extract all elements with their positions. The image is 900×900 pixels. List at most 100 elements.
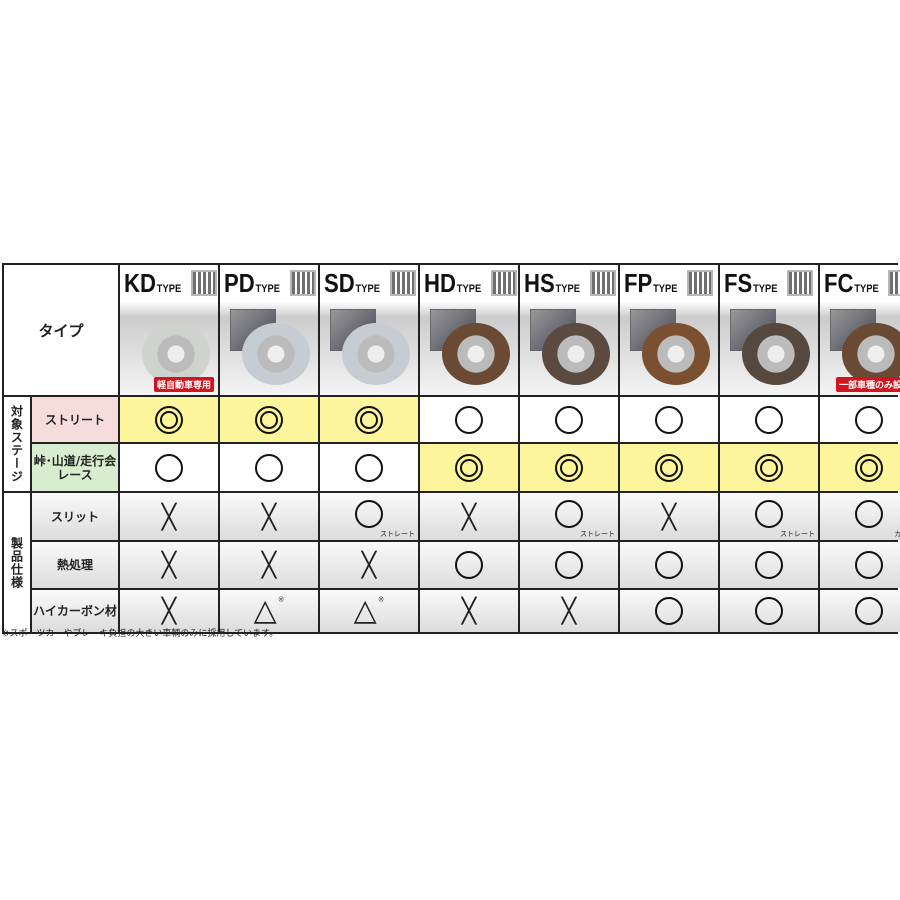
circle-icon bbox=[455, 551, 483, 579]
row-label: スリット bbox=[32, 493, 118, 540]
double-circle-icon bbox=[655, 453, 683, 482]
double-circle-icon bbox=[255, 405, 283, 434]
table-cell bbox=[820, 397, 900, 442]
product-image bbox=[520, 301, 618, 395]
table-cell: ストレート bbox=[320, 493, 418, 540]
brake-disc-image bbox=[542, 323, 610, 385]
cross-icon: ╳ bbox=[161, 502, 177, 531]
group-label-spec: 製品仕様 bbox=[4, 493, 30, 632]
circle-icon bbox=[555, 551, 583, 579]
table-cell bbox=[220, 444, 318, 491]
type-suffix: TYPE bbox=[355, 282, 380, 295]
cross-icon: ╳ bbox=[261, 502, 277, 531]
table-cell bbox=[720, 444, 818, 491]
double-circle-icon bbox=[355, 405, 383, 434]
table-cell bbox=[620, 590, 718, 632]
type-code: HS bbox=[524, 267, 555, 298]
circle-icon bbox=[755, 499, 783, 528]
footnote-mark-icon: ※ bbox=[377, 595, 385, 604]
circle-icon bbox=[255, 453, 283, 482]
circle-icon bbox=[855, 551, 883, 579]
type-name: HD TYPE bbox=[424, 268, 481, 299]
triangle-icon: △ bbox=[353, 593, 377, 628]
double-circle-icon bbox=[855, 453, 883, 482]
brake-disc-image bbox=[342, 323, 410, 385]
double-circle-icon bbox=[555, 453, 583, 482]
row-label: 峠･山道/走行会 レース bbox=[32, 444, 118, 491]
disc-type-comparison-table: タイプ KD TYPE 軽自動車専用 PD TYPE SD TYPE HD TYPE HS TYPE… bbox=[2, 263, 900, 634]
brake-disc-image bbox=[742, 323, 810, 385]
circle-icon bbox=[555, 499, 583, 528]
circle-icon bbox=[155, 453, 183, 482]
table-cell bbox=[320, 397, 418, 442]
type-brand: FC TYPE bbox=[820, 265, 900, 301]
circle-icon bbox=[355, 499, 383, 528]
type-brand: HS TYPE bbox=[520, 265, 618, 301]
qr-code-icon bbox=[888, 270, 900, 296]
type-suffix: TYPE bbox=[854, 282, 879, 295]
type-suffix: TYPE bbox=[555, 282, 580, 295]
table-cell: ╳ bbox=[620, 493, 718, 540]
qr-code-icon bbox=[686, 270, 713, 296]
type-code: KD bbox=[124, 267, 156, 298]
type-brand: SD TYPE bbox=[320, 265, 418, 301]
cross-icon: ╳ bbox=[261, 551, 277, 579]
cell-sub-label: ストレート bbox=[380, 530, 415, 538]
cell-sub-label: ストレート bbox=[780, 530, 815, 538]
circle-icon bbox=[855, 405, 883, 434]
table-cell bbox=[720, 590, 818, 632]
type-note-badge: 一部車種のみ設定 bbox=[835, 377, 900, 392]
type-header-fp: FP TYPE bbox=[620, 265, 718, 395]
type-suffix: TYPE bbox=[653, 282, 678, 295]
type-name: FC TYPE bbox=[824, 268, 879, 299]
type-header-hd: HD TYPE bbox=[420, 265, 518, 395]
type-code: FC bbox=[824, 267, 854, 298]
cell-sub-label: カーブ bbox=[894, 530, 900, 538]
qr-code-icon bbox=[289, 270, 316, 296]
double-circle-icon bbox=[755, 453, 783, 482]
type-code: FP bbox=[624, 267, 653, 298]
type-code: FS bbox=[724, 267, 753, 298]
circle-icon bbox=[755, 597, 783, 625]
type-header-sd: SD TYPE bbox=[320, 265, 418, 395]
circle-icon bbox=[355, 453, 383, 482]
product-image: 一部車種のみ設定 bbox=[820, 301, 900, 395]
type-brand: KD TYPE bbox=[120, 265, 218, 301]
cross-icon: ╳ bbox=[461, 597, 477, 625]
product-image bbox=[720, 301, 818, 395]
table-cell bbox=[120, 397, 218, 442]
brake-disc-image bbox=[642, 323, 710, 385]
product-image bbox=[620, 301, 718, 395]
table-cell: ╳ bbox=[520, 590, 618, 632]
cross-icon: ╳ bbox=[161, 551, 177, 579]
circle-icon bbox=[755, 405, 783, 434]
table-cell: ╳ bbox=[120, 493, 218, 540]
table-cell bbox=[620, 397, 718, 442]
triangle-icon: △ bbox=[253, 593, 277, 628]
table-cell bbox=[420, 444, 518, 491]
type-code: PD bbox=[224, 267, 255, 298]
table-cell bbox=[520, 542, 618, 588]
product-image: 軽自動車専用 bbox=[120, 301, 218, 395]
product-image bbox=[320, 301, 418, 395]
brake-disc-image bbox=[142, 323, 210, 385]
product-image bbox=[220, 301, 318, 395]
type-name: HS TYPE bbox=[524, 268, 580, 299]
product-image bbox=[420, 301, 518, 395]
cross-icon: ╳ bbox=[661, 502, 677, 531]
table-cell bbox=[820, 590, 900, 632]
table-cell: ╳ bbox=[120, 542, 218, 588]
table-cell bbox=[620, 542, 718, 588]
circle-icon bbox=[855, 499, 883, 528]
footnote: ※スポーツカーやブレーキ負担の大きい車輌のみに採用しています。 bbox=[2, 629, 279, 639]
table-cell: カーブ bbox=[820, 493, 900, 540]
type-name: FS TYPE bbox=[724, 268, 778, 299]
table-cell: ╳ bbox=[320, 542, 418, 588]
table-cell bbox=[620, 444, 718, 491]
type-note-badge: 軽自動車専用 bbox=[153, 377, 214, 392]
table-cell: ╳ bbox=[120, 590, 218, 632]
table-cell: ╳ bbox=[220, 542, 318, 588]
table-cell bbox=[320, 444, 418, 491]
triangle-mark: △ ※ bbox=[254, 596, 285, 626]
